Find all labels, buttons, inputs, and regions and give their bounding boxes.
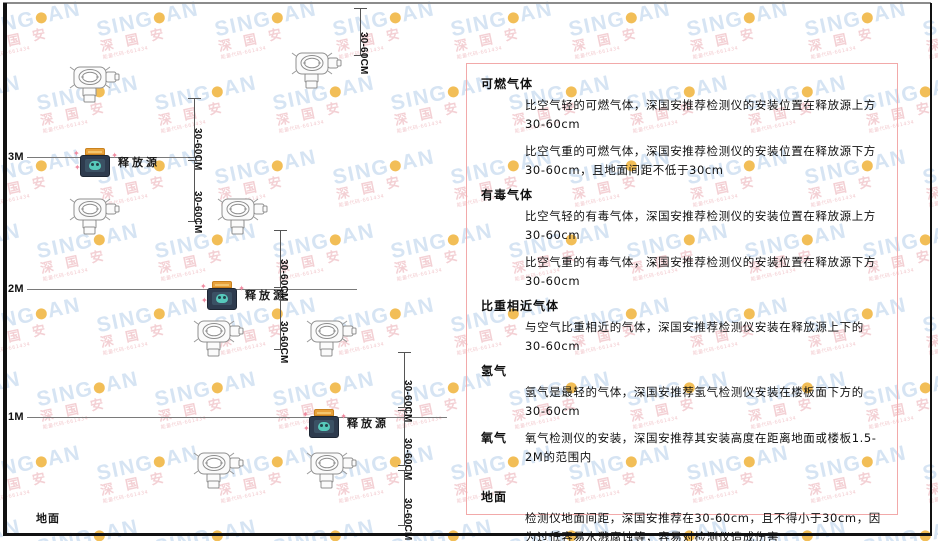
release-source-icon: ✦ ✦ ✦ bbox=[73, 148, 118, 178]
section-paragraph: 与空气比重相近的气体，深国安推荐检测仪安装在释放源上下的30-60cm bbox=[525, 320, 864, 353]
dimension-label: 30-60CM bbox=[358, 32, 369, 75]
release-source-label: 释放源 bbox=[118, 156, 160, 169]
section-paragraph: 比空气轻的有毒气体，深国安推荐检测仪的安装位置在释放源上方30-60cm bbox=[525, 209, 876, 242]
release-source-icon: ✦ ✦ ✦ bbox=[302, 409, 347, 439]
installation-height-diagram: 3M 2M 1M 地面 ✦ ✦ ✦ 释放源 ✦ ✦ ✦ 释放源 ✦ ✦ ✦ 释放源 30-60CM 30-60CM… bbox=[8, 8, 447, 541]
section-paragraph: 比空气重的可燃气体，深国安推荐检测仪的安装位置在释放源下方30-60cm，且地面… bbox=[525, 144, 876, 177]
dimension-30-60cm: 30-60CM bbox=[396, 470, 436, 541]
dimension-30-60cm: 30-60CM bbox=[186, 160, 226, 234]
release-source-label: 释放源 bbox=[347, 417, 389, 430]
section-heading: 比重相近气体 bbox=[481, 299, 560, 313]
gas-detector-icon bbox=[192, 450, 246, 492]
release-source-icon: ✦ ✦ ✦ bbox=[200, 281, 245, 311]
dimension-30-60cm: 30-60CM bbox=[186, 98, 226, 171]
dimension-30-60cm: 30-60CM bbox=[396, 352, 436, 423]
level-line-2m bbox=[27, 289, 357, 290]
level-line-1m bbox=[27, 417, 447, 418]
section-heading: 氧气 bbox=[481, 431, 508, 445]
section-spacer bbox=[481, 471, 883, 485]
section-paragraph: 比空气重的有毒气体，深国安推荐检测仪的安装位置在释放源下方30-60cm bbox=[525, 255, 876, 288]
axis-label-1m: 1M bbox=[8, 411, 24, 423]
axis-label-3m: 3M bbox=[8, 151, 24, 163]
section-heading: 有毒气体 bbox=[481, 188, 534, 202]
section-paragraph: 氧气检测仪的安装，深国安推荐其安装高度在距离地面或楼板1.5-2M的范围内 bbox=[525, 431, 877, 464]
dimension-label: 30-60CM bbox=[192, 191, 203, 234]
dimension-label: 30-60CM bbox=[278, 321, 289, 364]
gas-detector-icon bbox=[68, 64, 122, 106]
gas-detector-icon bbox=[305, 450, 359, 492]
section-paragraph: 比空气轻的可燃气体，深国安推荐检测仪的安装位置在释放源上方30-60cm bbox=[525, 98, 876, 131]
gas-detector-icon bbox=[216, 196, 270, 238]
frame-right-border bbox=[930, 3, 932, 536]
dimension-30-60cm: 30-60CM bbox=[352, 8, 392, 75]
gas-detector-icon bbox=[305, 318, 359, 360]
section-heading: 氢气 bbox=[481, 364, 508, 378]
section-paragraph: 检测仪地面间距，深国安推荐在30-60cm，且不得小于30cm，因为过低容易水溅… bbox=[525, 511, 881, 541]
level-line-3m bbox=[27, 157, 202, 158]
gas-detector-icon bbox=[290, 50, 344, 92]
gas-detector-icon bbox=[192, 318, 246, 360]
gas-detector-icon bbox=[68, 196, 122, 238]
section-heading: 可燃气体 bbox=[481, 77, 534, 91]
dimension-30-60cm: 30-60CM bbox=[272, 230, 312, 302]
frame-top-border bbox=[3, 2, 931, 4]
dimension-label: 30-60CM bbox=[402, 498, 413, 541]
dimension-30-60cm: 30-60CM bbox=[396, 410, 436, 481]
section-paragraph: 氢气是最轻的气体，深国安推荐氢气检测仪安装在楼板面下方的30-60cm bbox=[525, 385, 864, 418]
ground-label: 地面 bbox=[36, 512, 60, 525]
section-heading: 地面 bbox=[481, 490, 508, 504]
panel-section: 氧气 氧气检测仪的安装，深国安推荐其安装高度在距离地面或楼板1.5-2M的范围内 bbox=[481, 429, 883, 467]
dimension-30-60cm: 30-60CM bbox=[272, 292, 312, 364]
guidance-panel: 可燃气体比空气轻的可燃气体，深国安推荐检测仪的安装位置在释放源上方30-60cm… bbox=[466, 63, 898, 541]
axis-label-2m: 2M bbox=[8, 283, 24, 295]
